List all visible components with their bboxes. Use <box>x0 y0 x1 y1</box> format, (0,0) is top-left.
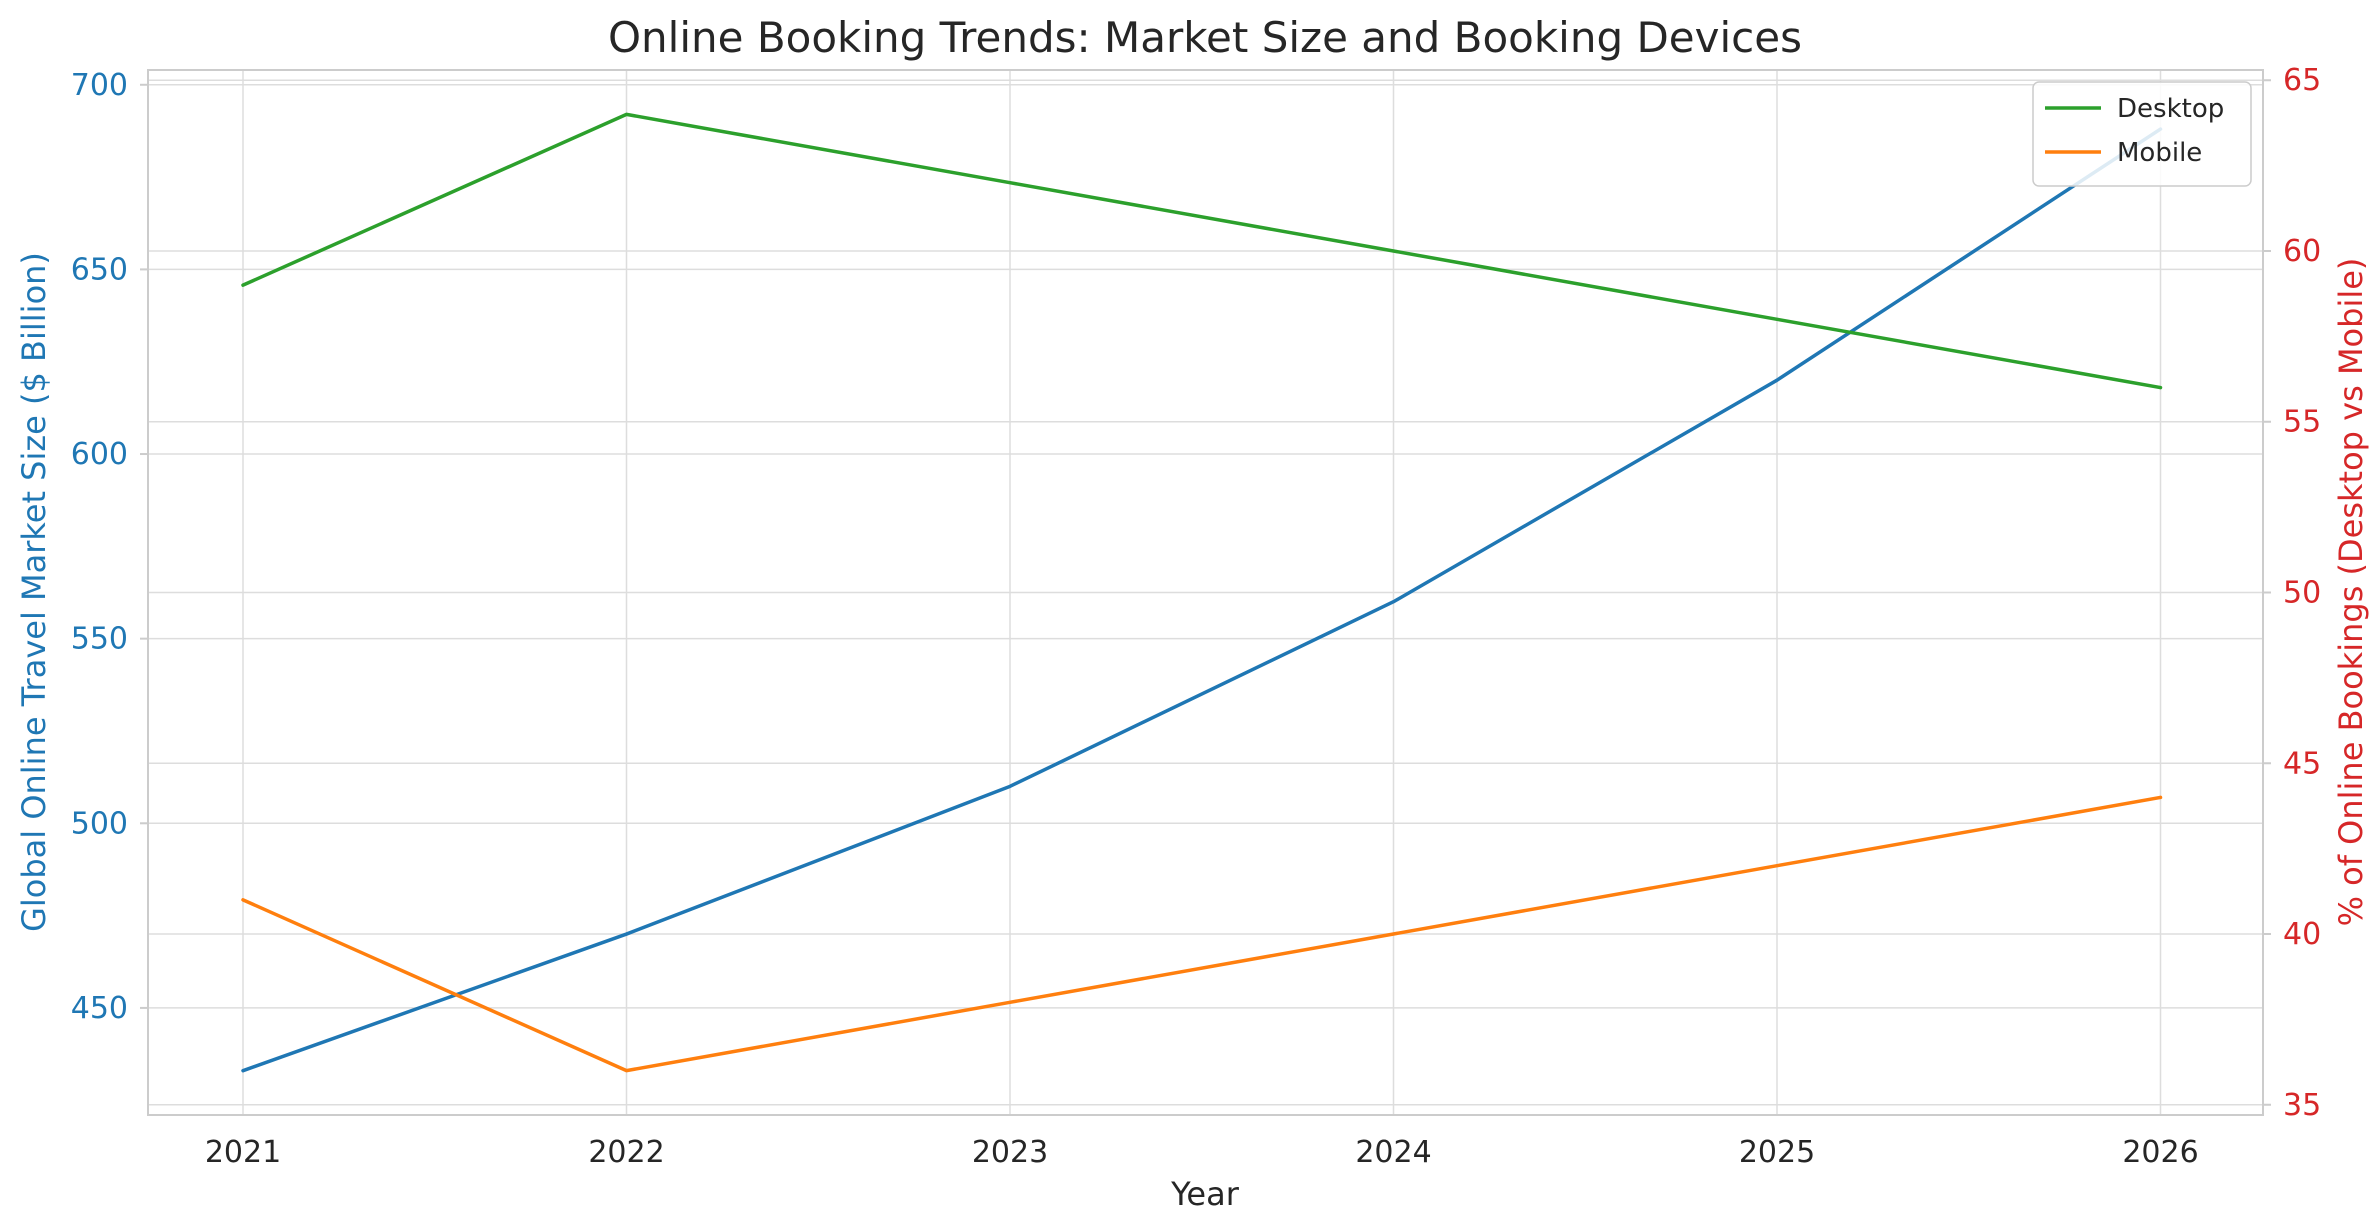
series-layer <box>241 112 2163 1073</box>
x-axis-label: Year <box>1170 1175 1240 1213</box>
right-y-tick-label: 60 <box>2283 234 2321 269</box>
x-tick-label: 2023 <box>972 1135 1048 1170</box>
x-tick-label: 2021 <box>205 1135 281 1170</box>
right-y-tick-label: 45 <box>2283 746 2321 781</box>
legend-label-mobile: Mobile <box>2117 138 2202 168</box>
left-y-axis-label: Global Online Travel Market Size ($ Bill… <box>15 252 53 932</box>
legend-label-desktop: Desktop <box>2117 94 2224 124</box>
chart-title: Online Booking Trends: Market Size and B… <box>608 13 1802 62</box>
market-size-series-line <box>241 127 2163 1073</box>
left-y-tick-label: 650 <box>71 252 128 287</box>
right-y-tick-label: 55 <box>2283 405 2321 440</box>
right-y-tick-label: 50 <box>2283 576 2321 611</box>
x-tick-label: 2025 <box>1739 1135 1815 1170</box>
left-y-tick-label: 700 <box>71 68 128 103</box>
desktop-series-line <box>241 112 2163 390</box>
left-y-tick-label: 550 <box>71 622 128 657</box>
right-y-axis-label: % of Online Bookings (Desktop vs Mobile) <box>2332 258 2370 927</box>
ticks-layer: 2021 2022 2023 2024 2025 2026 450 500 550 600 650 7… <box>71 63 2321 1170</box>
legend: Desktop Mobile <box>2032 81 2252 187</box>
right-y-tick-label: 40 <box>2283 917 2321 952</box>
grid-layer <box>148 70 2263 1115</box>
x-tick-label: 2026 <box>2122 1135 2198 1170</box>
right-y-tick-label: 35 <box>2283 1088 2321 1123</box>
mobile-series-line <box>241 795 2163 1073</box>
x-tick-label: 2022 <box>588 1135 664 1170</box>
x-tick-label: 2024 <box>1355 1135 1431 1170</box>
left-y-tick-label: 500 <box>71 806 128 841</box>
right-y-tick-label: 65 <box>2283 63 2321 98</box>
left-y-tick-label: 450 <box>71 991 128 1026</box>
left-y-tick-label: 600 <box>71 437 128 472</box>
